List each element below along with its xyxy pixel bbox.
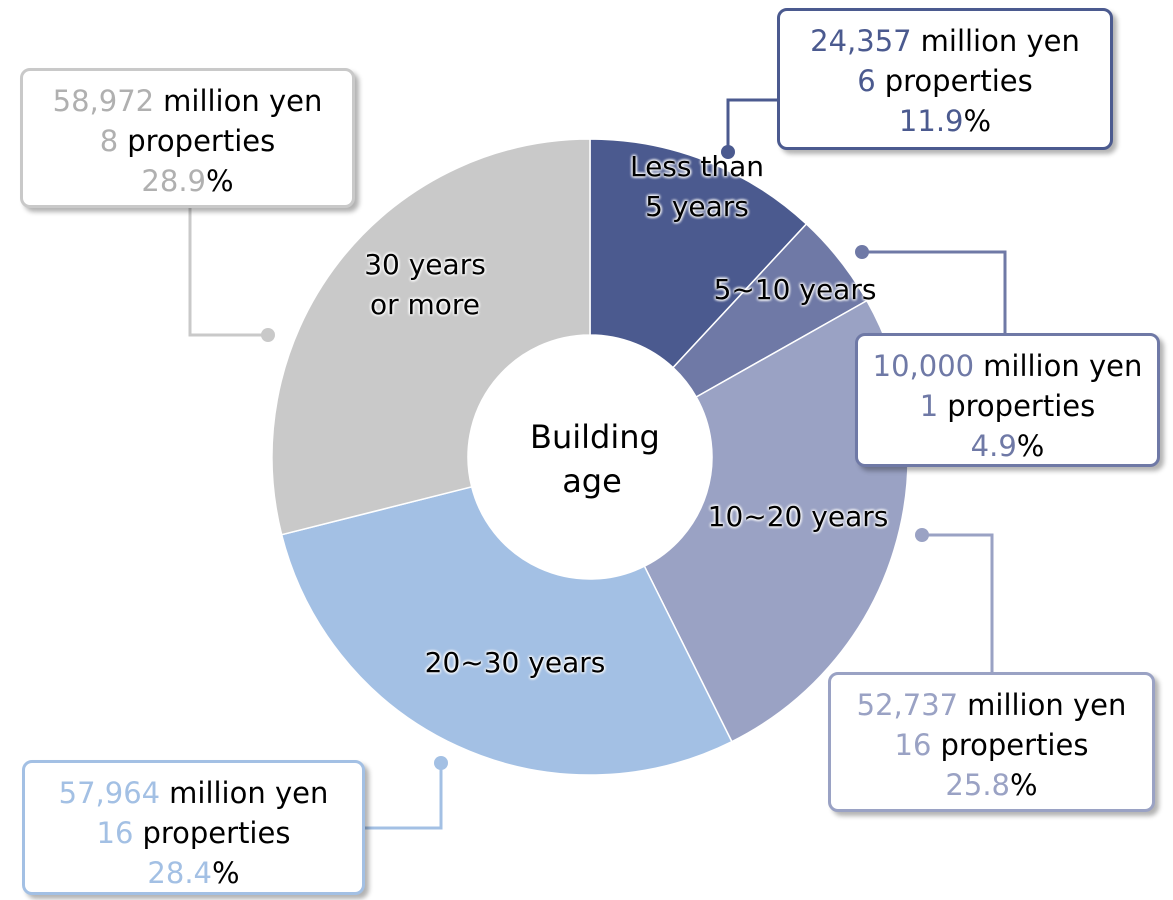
properties-unit: properties	[940, 728, 1089, 762]
leader-line	[726, 98, 777, 152]
properties-unit: properties	[884, 64, 1033, 98]
percent-unit: %	[963, 104, 992, 138]
leader-dot	[915, 528, 929, 542]
amount-line: 24,357 million yen	[780, 21, 1110, 61]
callout-box: 57,964 million yen 16 properties 28.4%	[22, 760, 365, 895]
percent: 28.4	[147, 856, 212, 890]
segment-label: Less than 5 years	[629, 150, 765, 223]
wedge	[280, 485, 733, 776]
leader-line	[862, 250, 1007, 333]
percent: 25.8	[945, 768, 1010, 802]
segment-label: 5~10 years	[713, 273, 877, 306]
callout-box: 10,000 million yen 1 properties 4.9%	[855, 333, 1160, 467]
amount-unit: million yen	[983, 349, 1143, 383]
leader-dot	[261, 328, 275, 342]
properties: 6	[857, 64, 876, 98]
properties: 16	[894, 728, 932, 762]
percent-unit: %	[1016, 429, 1045, 463]
wedge	[589, 138, 808, 369]
percent-line: 28.9%	[23, 161, 352, 201]
segment-label: 30 years or more	[364, 248, 486, 321]
properties: 1	[919, 389, 939, 423]
properties-line: 16 properties	[25, 813, 362, 853]
amount-line: 52,737 million yen	[831, 685, 1152, 725]
properties: 8	[99, 124, 119, 158]
amount-line: 57,964 million yen	[25, 773, 362, 813]
percent-unit: %	[206, 164, 234, 198]
leader-line	[922, 533, 994, 672]
leader-line	[365, 763, 443, 830]
amount: 52,737	[856, 688, 959, 722]
callout-box: 58,972 million yen 8 properties 28.9%	[20, 68, 355, 208]
properties-line: 6 properties	[780, 61, 1110, 101]
wedge	[271, 138, 591, 536]
amount-unit: million yen	[920, 24, 1080, 58]
percent-unit: %	[1010, 768, 1038, 802]
percent-unit: %	[212, 856, 240, 890]
amount: 24,357	[810, 24, 912, 58]
amount-line: 10,000 million yen	[858, 346, 1157, 386]
percent-line: 4.9%	[858, 426, 1157, 466]
properties-line: 8 properties	[23, 121, 352, 161]
percent-line: 25.8%	[831, 765, 1152, 805]
properties-unit: properties	[142, 816, 291, 850]
segment-label: 20~30 years	[424, 646, 606, 679]
amount-unit: million yen	[163, 84, 323, 118]
amount: 57,964	[58, 776, 161, 810]
callout-box: 24,357 million yen 6 properties 11.9%	[777, 8, 1113, 150]
leader-dot	[434, 756, 448, 770]
leader-dot	[721, 145, 735, 159]
amount-unit: million yen	[967, 688, 1127, 722]
properties-unit: properties	[127, 124, 276, 158]
properties-unit: properties	[947, 389, 1096, 423]
leader-dot	[855, 245, 869, 259]
percent: 4.9	[970, 429, 1017, 463]
center-label: Building age	[530, 418, 660, 500]
amount: 10,000	[872, 349, 975, 383]
percent: 28.9	[141, 164, 206, 198]
percent-line: 11.9%	[780, 101, 1110, 141]
properties: 16	[96, 816, 134, 850]
amount: 58,972	[52, 84, 155, 118]
callout-box: 52,737 million yen 16 properties 25.8%	[828, 672, 1155, 812]
properties-line: 16 properties	[831, 725, 1152, 765]
percent: 11.9	[898, 104, 964, 138]
percent-line: 28.4%	[25, 853, 362, 893]
amount-unit: million yen	[169, 776, 329, 810]
properties-line: 1 properties	[858, 386, 1157, 426]
segment-label: 10~20 years	[707, 500, 889, 533]
leader-line	[188, 208, 268, 337]
amount-line: 58,972 million yen	[23, 81, 352, 121]
